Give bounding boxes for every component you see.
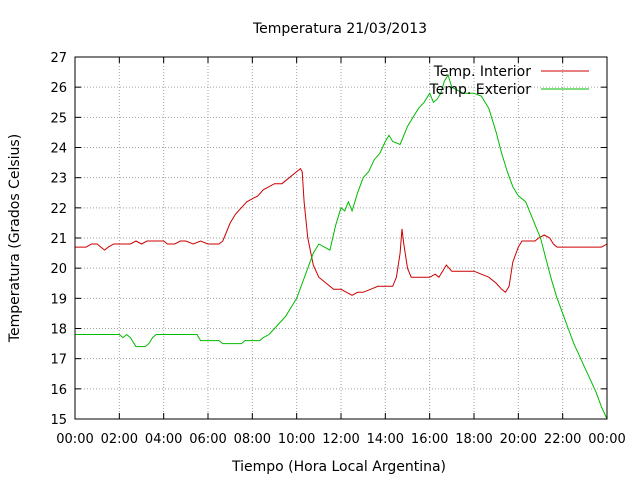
series-lines [75, 73, 608, 420]
x-tick-label: 06:00 [189, 432, 226, 447]
legend-label-interior: Temp. Interior [433, 64, 532, 80]
legend: Temp. Interior Temp. Exterior [429, 64, 589, 98]
x-axis-ticks: 00:00 02:00 04:00 06:00 08:00 10:00 12:00 14:00… [56, 57, 626, 447]
x-tick-label: 00:00 [56, 432, 93, 447]
y-tick-label: 26 [50, 81, 67, 96]
x-tick-label: 12:00 [322, 432, 359, 447]
legend-label-exterior: Temp. Exterior [429, 82, 532, 98]
x-tick-label: 10:00 [278, 432, 315, 447]
x-tick-label: 22:00 [544, 432, 581, 447]
x-tick-label: 00:00 [588, 432, 625, 447]
y-axis-label: Temperatura (Grados Celsius) [7, 134, 23, 343]
y-tick-label: 17 [50, 353, 67, 368]
x-tick-label: 04:00 [145, 432, 182, 447]
x-tick-label: 20:00 [500, 432, 537, 447]
x-tick-label: 16:00 [411, 432, 448, 447]
y-axis-ticks: 15 16 17 18 19 20 21 22 23 24 25 26 27 [50, 51, 607, 428]
x-tick-label: 02:00 [101, 432, 138, 447]
chart-title: Temperatura 21/03/2013 [252, 21, 427, 37]
y-tick-label: 16 [50, 383, 67, 398]
y-tick-label: 23 [50, 172, 67, 187]
series-line-exterior [75, 73, 608, 420]
series-line-interior [75, 167, 608, 296]
y-tick-label: 25 [50, 111, 67, 126]
x-tick-label: 08:00 [234, 432, 271, 447]
grid-lines [75, 57, 607, 419]
y-tick-label: 22 [50, 202, 67, 217]
x-tick-label: 18:00 [455, 432, 492, 447]
y-tick-label: 27 [50, 51, 67, 66]
x-axis-label: Tiempo (Hora Local Argentina) [231, 459, 446, 475]
plot-border [74, 56, 608, 420]
y-tick-label: 21 [50, 232, 67, 247]
y-tick-label: 18 [50, 323, 67, 338]
y-tick-label: 19 [50, 292, 67, 307]
y-tick-label: 15 [50, 413, 67, 428]
y-tick-label: 24 [50, 142, 67, 157]
y-tick-label: 20 [50, 262, 67, 277]
x-tick-label: 14:00 [367, 432, 404, 447]
